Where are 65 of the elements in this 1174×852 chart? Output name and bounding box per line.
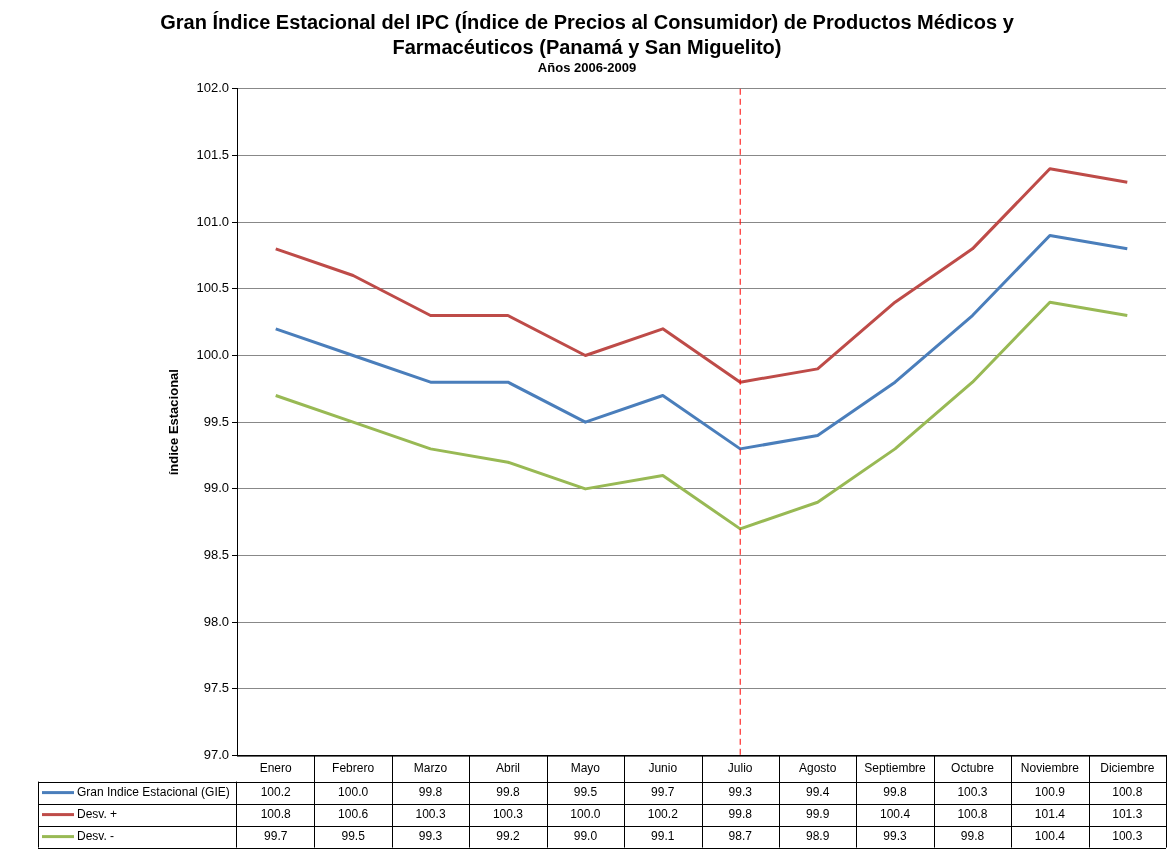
- data-label: 99.0: [573, 828, 598, 843]
- data-label: 99.5: [573, 784, 598, 799]
- y-tick-label: 99.0: [203, 480, 229, 496]
- data-label: 99.2: [496, 828, 520, 843]
- data-label: 101.3: [1112, 806, 1143, 821]
- data-label: 99.3: [418, 828, 443, 843]
- data-label: 99.8: [960, 828, 985, 843]
- x-tick-label: Abril: [495, 761, 520, 776]
- data-label: 100.0: [570, 806, 601, 821]
- x-tick-label: Noviembre: [1020, 761, 1080, 776]
- data-label: 100.3: [1112, 828, 1143, 843]
- data-label: 99.9: [805, 806, 830, 821]
- x-tick-label: Enero: [259, 761, 293, 776]
- data-label: 100.3: [957, 784, 988, 799]
- chart-title: Gran Índice Estacional del IPC (Índice de Precios al Consumidor) de Productos Médicos y Farmacéuticos (Panamá y San Miguelito): [159, 10, 1015, 60]
- data-label: 99.4: [805, 784, 830, 799]
- data-label: 100.8: [1112, 784, 1143, 799]
- data-label: 100.0: [338, 784, 369, 799]
- y-tick-label: 98.5: [203, 547, 229, 563]
- y-tick-label: 97.0: [203, 747, 229, 763]
- data-label: 99.7: [651, 784, 675, 799]
- x-tick-label: Marzo: [413, 761, 448, 776]
- data-label: 99.5: [341, 828, 366, 843]
- y-tick-label: 98.0: [203, 613, 229, 629]
- legend-label: Desv. +: [77, 806, 118, 821]
- x-tick-label: Febrero: [332, 761, 375, 776]
- y-tick-label: 101.0: [196, 213, 229, 229]
- data-label: 99.1: [651, 828, 675, 843]
- legend-label: Desv. -: [77, 828, 115, 843]
- data-label: 100.6: [338, 806, 369, 821]
- data-label: 99.3: [883, 828, 908, 843]
- data-label: 100.2: [260, 784, 292, 799]
- data-label: 101.4: [1034, 806, 1066, 821]
- legend-label: Gran Indice Estacional (GIE): [77, 784, 230, 799]
- data-label: 99.8: [883, 784, 908, 799]
- y-tick-label: 100.0: [196, 347, 229, 363]
- x-tick-label: Diciembre: [1100, 761, 1155, 776]
- x-tick-label: Agosto: [798, 761, 837, 776]
- y-tick-label: 97.5: [203, 680, 229, 696]
- x-tick-label: Mayo: [570, 761, 601, 776]
- data-label: 100.8: [957, 806, 988, 821]
- data-label: 100.2: [647, 806, 679, 821]
- data-label: 100.3: [492, 806, 524, 821]
- y-axis-title: índice Estacional: [166, 369, 182, 476]
- x-tick-label: Junio: [648, 761, 678, 776]
- data-label: 100.8: [260, 806, 292, 821]
- x-tick-label: Septiembre: [864, 761, 927, 776]
- chart-subtitle: Años 2006-2009: [536, 60, 638, 77]
- data-label: 98.7: [728, 828, 753, 843]
- y-tick-label: 101.5: [196, 147, 229, 163]
- data-label: 100.4: [880, 806, 911, 821]
- data-label: 100.3: [415, 806, 446, 821]
- x-tick-label: Octubre: [951, 761, 995, 776]
- x-tick-label: Julio: [727, 761, 753, 776]
- data-label: 99.7: [264, 828, 288, 843]
- data-label: 100.9: [1034, 784, 1066, 799]
- data-label: 98.9: [805, 828, 830, 843]
- y-tick-label: 99.5: [203, 413, 229, 429]
- y-tick-label: 102.0: [196, 80, 229, 96]
- data-label: 99.8: [728, 806, 753, 821]
- data-label: 100.4: [1034, 828, 1066, 843]
- y-tick-label: 100.5: [196, 280, 229, 296]
- data-label: 99.8: [418, 784, 443, 799]
- data-label: 99.8: [496, 784, 520, 799]
- data-label: 99.3: [728, 784, 753, 799]
